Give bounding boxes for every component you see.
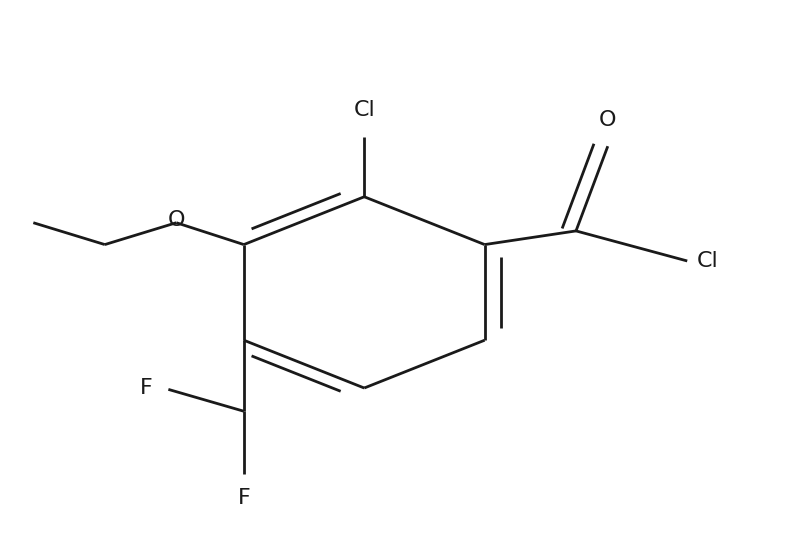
Text: O: O (599, 110, 617, 130)
Text: Cl: Cl (354, 100, 375, 120)
Text: Cl: Cl (697, 251, 718, 271)
Text: F: F (238, 488, 250, 508)
Text: O: O (167, 210, 185, 230)
Text: F: F (140, 378, 153, 399)
